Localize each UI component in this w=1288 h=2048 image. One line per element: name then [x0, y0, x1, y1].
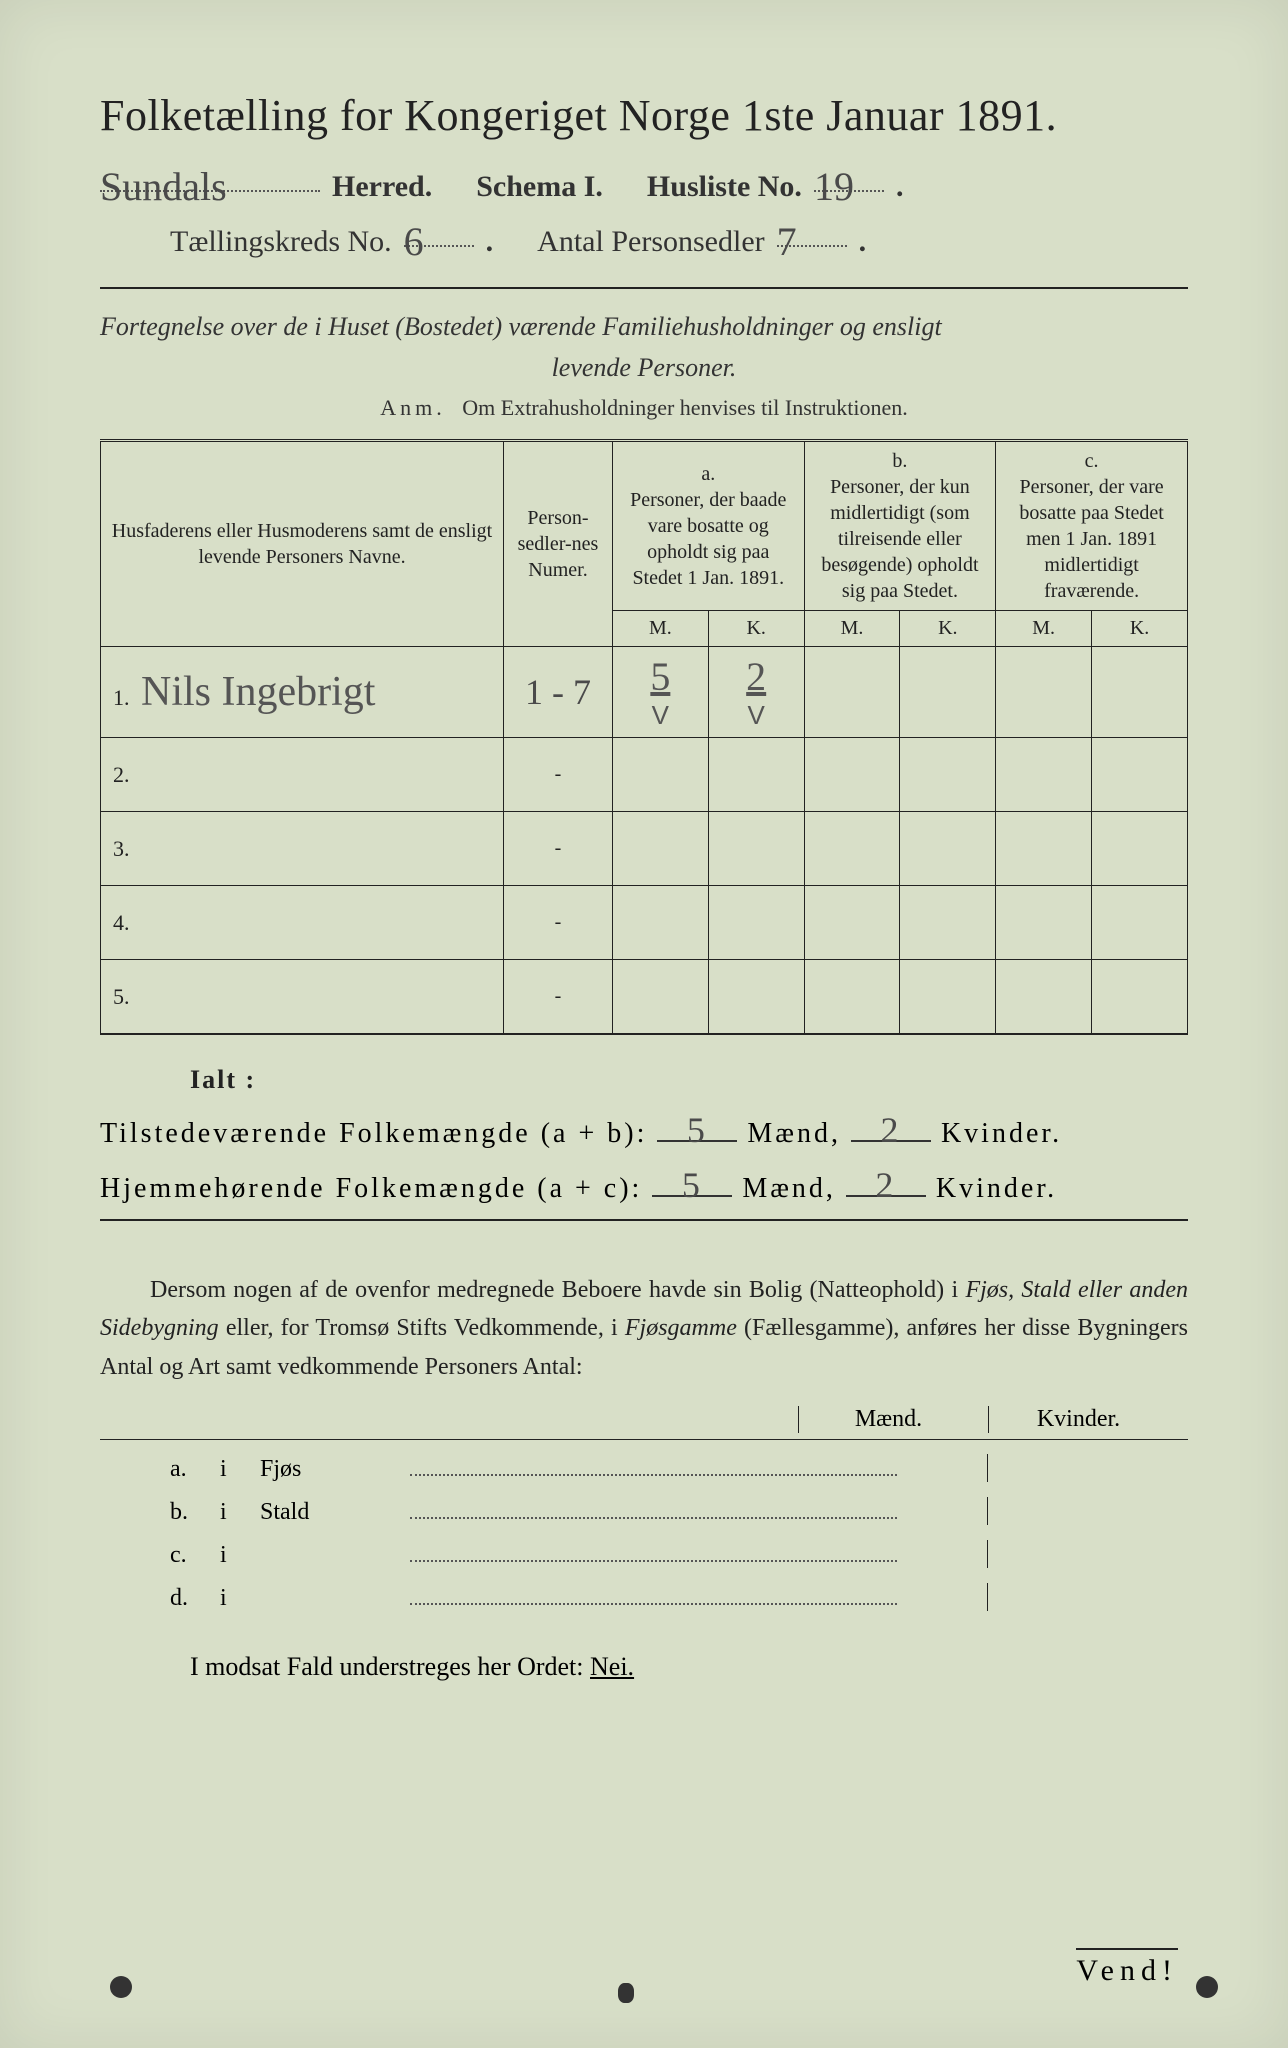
punch-hole-icon: [110, 1976, 132, 1998]
census-form-page: Folketælling for Kongeriget Norge 1ste J…: [0, 0, 1288, 2048]
kreds-value: 6: [404, 219, 424, 264]
totals-block: Ialt :: [190, 1065, 1188, 1095]
table-row: 4. -: [101, 886, 1188, 960]
col-b-m: M.: [804, 611, 900, 647]
col-num-header: Person-sedler-nes Numer.: [504, 441, 613, 647]
col-c-m: M.: [996, 611, 1092, 647]
totals-line-1: Tilstedeværende Folkemængde (a + b): 5 M…: [100, 1109, 1188, 1150]
building-row: c. i: [170, 1538, 1188, 1569]
building-row: d. i: [170, 1581, 1188, 1612]
subtitle-line1: Fortegnelse over de i Huset (Bostedet) v…: [100, 309, 1188, 345]
building-header: Mænd. Kvinder.: [100, 1406, 1188, 1440]
table-row: 2. -: [101, 738, 1188, 812]
punch-hole-icon: [1196, 1976, 1218, 1998]
building-row: a. i Fjøs: [170, 1452, 1188, 1483]
col-name-header: Husfaderens eller Husmoderens samt de en…: [101, 441, 504, 647]
anm-note: Anm. Om Extrahusholdninger henvises til …: [100, 395, 1188, 421]
table-row: 3. -: [101, 812, 1188, 886]
totals-line-2: Hjemmehørende Folkemængde (a + c): 5 Mæn…: [100, 1164, 1188, 1205]
table-row: 1.Nils Ingebrigt 1 - 7 5V 2V: [101, 647, 1188, 738]
herred-value: Sundals: [100, 164, 227, 209]
husliste-label: Husliste No.: [647, 170, 802, 204]
header-line-2: Tællingskreds No. 6. Antal Personsedler …: [170, 214, 1188, 259]
punch-hole-icon: [618, 1983, 634, 2003]
building-table: Mænd. Kvinder. a. i Fjøs b. i Stald c. i…: [100, 1406, 1188, 1612]
divider: [100, 287, 1188, 289]
form-title: Folketælling for Kongeriget Norge 1ste J…: [100, 90, 1188, 141]
personsedler-value: 7: [777, 219, 797, 264]
ialt-label: Ialt :: [190, 1065, 1188, 1095]
subtitle-line2: levende Personer.: [100, 353, 1188, 383]
divider-2: [100, 1219, 1188, 1221]
col-a-header: a. Personer, der baade vare bosatte og o…: [612, 441, 804, 611]
col-c-header: c. Personer, der vare bosatte paa Stedet…: [996, 441, 1188, 611]
col-b-k: K.: [900, 611, 996, 647]
vend-label: Vend!: [1076, 1948, 1178, 1988]
schema-label: Schema I.: [476, 170, 603, 204]
personsedler-label: Antal Personsedler: [537, 225, 764, 259]
col-a-m: M.: [612, 611, 708, 647]
husliste-value: 19: [814, 164, 854, 209]
herred-label: Herred.: [332, 170, 432, 204]
building-paragraph: Dersom nogen af de ovenfor medregnede Be…: [100, 1271, 1188, 1386]
nei-word: Nei.: [590, 1652, 634, 1681]
building-row: b. i Stald: [170, 1495, 1188, 1526]
nei-line: I modsat Fald understreges her Ordet: Ne…: [190, 1652, 1188, 1682]
table-row: 5. -: [101, 960, 1188, 1034]
kreds-label: Tællingskreds No.: [170, 225, 392, 259]
household-table: Husfaderens eller Husmoderens samt de en…: [100, 439, 1188, 1035]
col-a-k: K.: [708, 611, 804, 647]
col-b-header: b. Personer, der kun midlertidigt (som t…: [804, 441, 996, 611]
header-line-1: Sundals Herred. Schema I. Husliste No. 1…: [100, 159, 1188, 204]
col-c-k: K.: [1092, 611, 1188, 647]
